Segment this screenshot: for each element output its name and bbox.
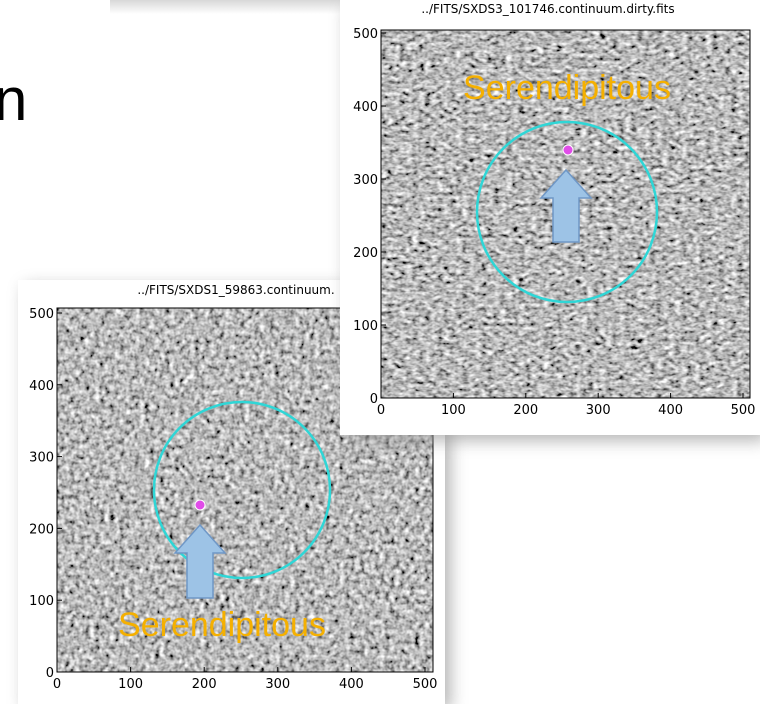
- y-tick-label: 200: [353, 246, 378, 261]
- y-tick-label: 500: [29, 307, 54, 322]
- x-tick-label: 200: [513, 403, 538, 418]
- y-tick-label: 100: [29, 594, 54, 609]
- x-tick-label: 100: [441, 403, 466, 418]
- y-tick-label: 300: [353, 173, 378, 188]
- x-tick-label: 500: [731, 403, 756, 418]
- y-tick-label: 400: [29, 379, 54, 394]
- annotation: Serendipitous: [463, 69, 671, 107]
- y-tick-label: 200: [29, 522, 54, 537]
- y-tick-label: 400: [353, 100, 378, 115]
- source-marker: [563, 145, 573, 155]
- x-tick-label: 300: [265, 677, 290, 692]
- heading-fragment: n: [0, 66, 27, 133]
- x-tick-label: 0: [53, 677, 61, 692]
- x-tick-label: 200: [192, 677, 217, 692]
- panel-title: ../FITS/SXDS3_101746.continuum.dirty.fit…: [421, 2, 674, 16]
- annotation: Serendipitous: [118, 606, 326, 644]
- panel-title: ../FITS/SXDS1_59863.continuum.: [137, 283, 334, 297]
- y-tick-label: 100: [353, 319, 378, 334]
- image-panel: ../FITS/SXDS3_101746.continuum.dirty.fit…: [340, 0, 760, 441]
- y-tick-label: 0: [370, 392, 378, 407]
- panels: ../FITS/SXDS1_59863.continuum. 0 100 200 300…: [18, 0, 760, 704]
- y-tick-label: 500: [353, 27, 378, 42]
- slide: n ../FITS/SXDS1_59863.continuum. 0 100 200 3…: [0, 0, 760, 704]
- x-tick-label: 400: [658, 403, 683, 418]
- y-tick-label: 300: [29, 451, 54, 466]
- source-marker: [195, 500, 205, 510]
- y-tick-label: 0: [46, 666, 54, 681]
- x-tick-label: 100: [118, 677, 143, 692]
- x-tick-label: 300: [586, 403, 611, 418]
- x-tick-label: 500: [413, 677, 438, 692]
- x-tick-label: 400: [339, 677, 364, 692]
- x-tick-label: 0: [377, 403, 385, 418]
